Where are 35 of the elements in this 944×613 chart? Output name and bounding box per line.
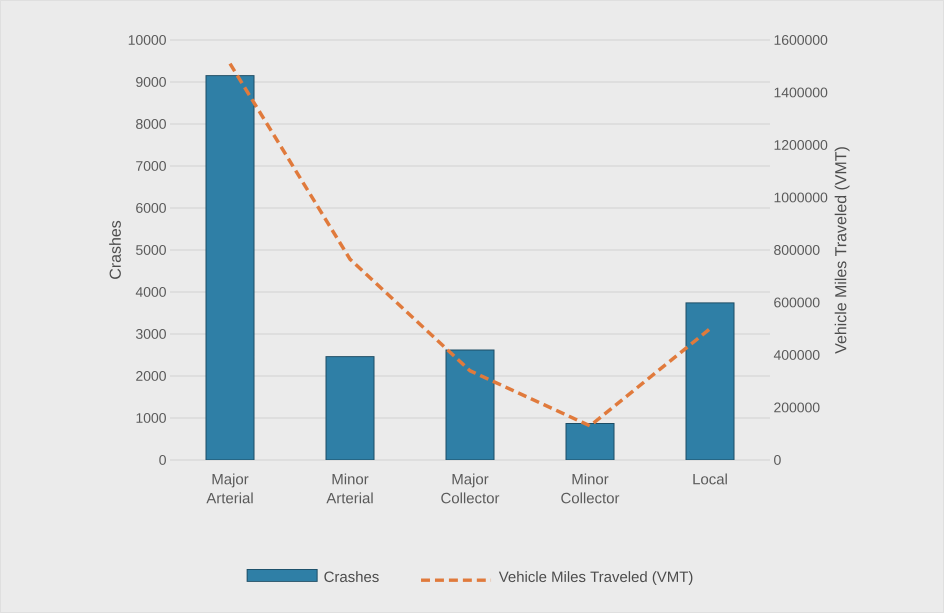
x-tick-label: Minor Collector xyxy=(561,473,620,504)
y-tick-label: 1000 xyxy=(136,413,166,423)
y-tick-label: 10000 xyxy=(128,35,166,45)
y-tick-label: 7000 xyxy=(136,161,166,171)
line-series xyxy=(228,62,712,428)
y-axis-title: Crashes xyxy=(109,220,121,279)
y-tick-label: 3000 xyxy=(136,329,166,339)
legend-label: Crashes xyxy=(324,571,379,582)
y2-axis-title: Vehicle Miles Traveled (VMT) xyxy=(834,147,850,354)
y2-tick-label: 400000 xyxy=(774,350,820,360)
y-tick-label: 2000 xyxy=(136,371,166,381)
y-tick-label: 0 xyxy=(159,455,166,465)
bar xyxy=(566,422,615,460)
y-tick-label: 8000 xyxy=(136,119,166,129)
bar xyxy=(206,75,255,460)
y2-tick-label: 0 xyxy=(774,455,781,465)
x-tick-label: Local xyxy=(693,473,727,484)
bar xyxy=(686,302,735,460)
y2-tick-label: 800000 xyxy=(774,245,820,255)
bar xyxy=(446,349,495,460)
y-tick-label: 9000 xyxy=(136,77,166,87)
y-tick-label: 5000 xyxy=(136,245,166,255)
y-tick-label: 4000 xyxy=(136,287,166,297)
y2-tick-label: 1600000 xyxy=(774,35,828,45)
x-tick-label: Minor Arterial xyxy=(326,473,373,504)
y2-tick-label: 200000 xyxy=(774,402,820,412)
x-tick-label: Major Arterial xyxy=(206,473,253,504)
y-tick-label: 6000 xyxy=(136,203,166,213)
y2-tick-label: 1000000 xyxy=(774,192,828,202)
x-tick-label: Major Collector xyxy=(441,473,500,504)
y2-tick-label: 600000 xyxy=(774,298,820,308)
y2-tick-label: 1400000 xyxy=(774,88,828,98)
bar xyxy=(326,356,375,460)
y2-tick-label: 1200000 xyxy=(774,140,828,150)
legend-label: Vehicle Miles Traveled (VMT) xyxy=(498,571,692,586)
